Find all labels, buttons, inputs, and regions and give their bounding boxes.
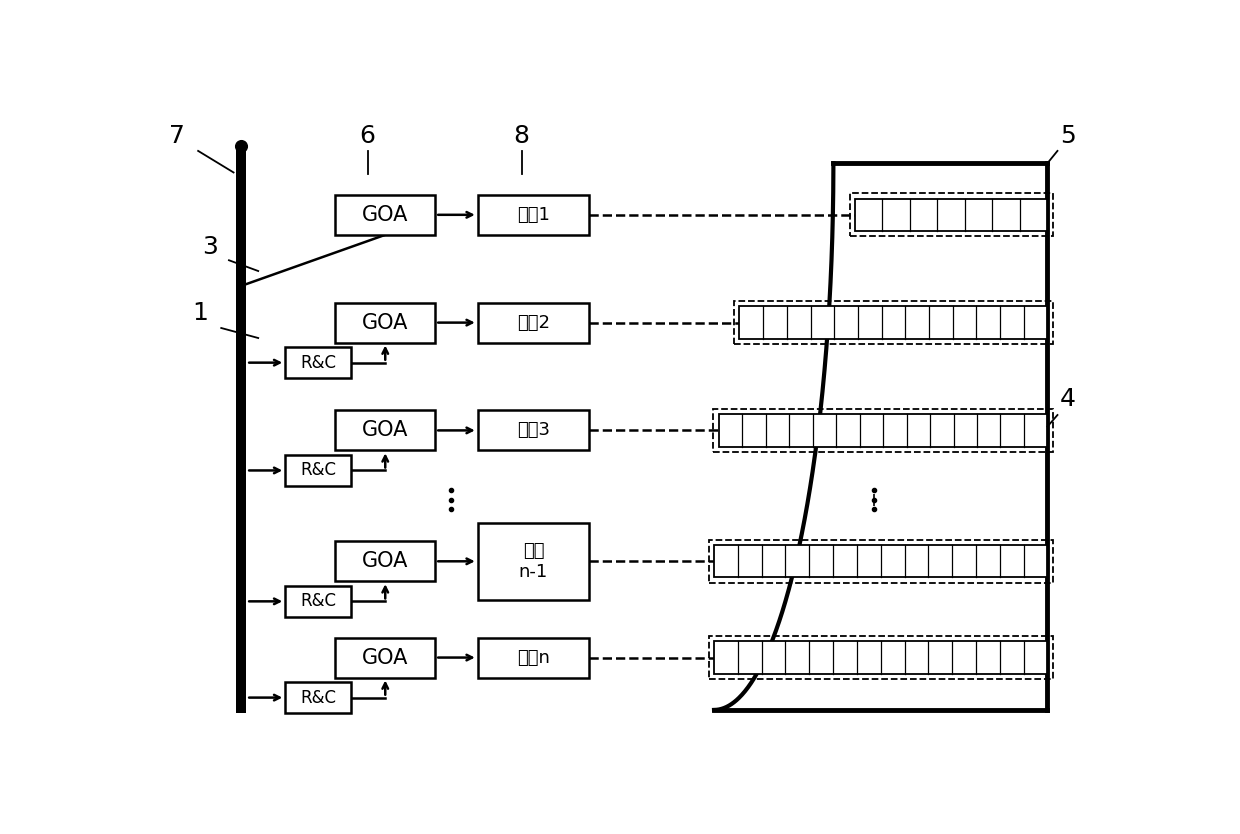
Bar bbox=[477, 195, 589, 235]
Bar bbox=[477, 410, 589, 450]
Text: R&C: R&C bbox=[300, 461, 336, 480]
Bar bbox=[335, 410, 435, 450]
Bar bbox=[713, 409, 1053, 452]
Bar bbox=[335, 303, 435, 343]
Text: 棳甴2: 棳甴2 bbox=[517, 314, 551, 332]
Bar bbox=[477, 303, 589, 343]
Text: GOA: GOA bbox=[362, 420, 408, 440]
Bar bbox=[285, 682, 351, 713]
Text: 5: 5 bbox=[1060, 123, 1076, 148]
Bar bbox=[854, 198, 1048, 231]
Text: 棳甴
n-1: 棳甴 n-1 bbox=[518, 542, 548, 580]
Text: R&C: R&C bbox=[300, 354, 336, 372]
Text: GOA: GOA bbox=[362, 551, 408, 571]
Text: GOA: GOA bbox=[362, 313, 408, 333]
Bar bbox=[335, 541, 435, 581]
Text: 棳甴n: 棳甴n bbox=[517, 649, 549, 666]
Text: R&C: R&C bbox=[300, 592, 336, 610]
Text: 4: 4 bbox=[1060, 387, 1076, 411]
Text: 棳甴3: 棳甴3 bbox=[517, 421, 551, 440]
Bar bbox=[849, 193, 1053, 236]
Text: GOA: GOA bbox=[362, 205, 408, 225]
Bar bbox=[708, 540, 1053, 583]
Bar bbox=[714, 641, 1048, 674]
Bar bbox=[477, 523, 589, 600]
Text: 1: 1 bbox=[192, 301, 208, 325]
Bar bbox=[477, 637, 589, 677]
Bar bbox=[708, 636, 1053, 679]
Text: 8: 8 bbox=[513, 123, 529, 148]
Text: 棳甴1: 棳甴1 bbox=[517, 206, 549, 224]
Bar bbox=[237, 145, 247, 713]
Text: R&C: R&C bbox=[300, 689, 336, 706]
Bar bbox=[285, 586, 351, 617]
Text: 6: 6 bbox=[360, 123, 376, 148]
Bar bbox=[335, 195, 435, 235]
Bar bbox=[335, 637, 435, 677]
Bar bbox=[739, 306, 1048, 339]
Bar bbox=[714, 545, 1048, 577]
Bar bbox=[734, 301, 1053, 344]
Text: GOA: GOA bbox=[362, 647, 408, 667]
Text: 3: 3 bbox=[202, 234, 218, 259]
Text: 7: 7 bbox=[170, 123, 185, 148]
Bar bbox=[285, 455, 351, 486]
Bar bbox=[719, 414, 1048, 446]
Bar bbox=[285, 347, 351, 378]
